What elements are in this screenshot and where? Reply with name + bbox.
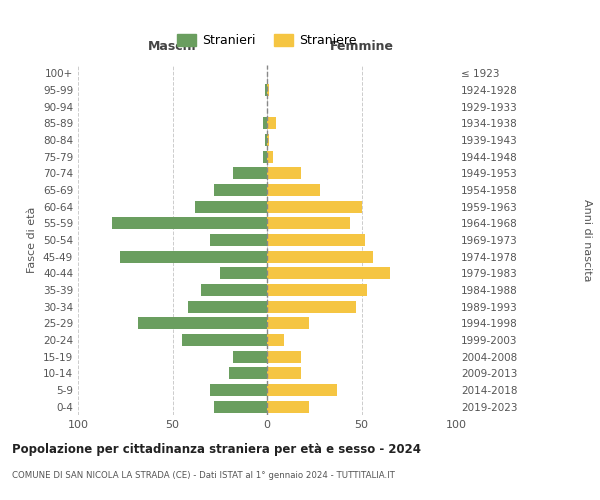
Bar [211, 234, 267, 246]
Bar [267, 134, 269, 146]
Bar [214, 184, 267, 196]
Text: Femmine: Femmine [329, 40, 394, 54]
Bar [267, 368, 301, 380]
Bar [265, 84, 267, 96]
Bar [267, 184, 320, 196]
Bar [233, 350, 267, 362]
Bar [263, 150, 267, 162]
Bar [267, 250, 373, 262]
Legend: Stranieri, Straniere: Stranieri, Straniere [172, 29, 362, 52]
Bar [229, 368, 267, 380]
Bar [211, 384, 267, 396]
Bar [267, 334, 284, 346]
Bar [263, 118, 267, 130]
Bar [267, 218, 350, 230]
Bar [267, 118, 277, 130]
Bar [119, 250, 267, 262]
Y-axis label: Anni di nascita: Anni di nascita [582, 198, 592, 281]
Text: Maschi: Maschi [148, 40, 197, 54]
Bar [182, 334, 267, 346]
Bar [267, 350, 301, 362]
Bar [214, 400, 267, 412]
Bar [195, 200, 267, 212]
Bar [267, 400, 308, 412]
Bar [267, 318, 308, 330]
Bar [220, 268, 267, 280]
Text: COMUNE DI SAN NICOLA LA STRADA (CE) - Dati ISTAT al 1° gennaio 2024 - TUTTITALIA: COMUNE DI SAN NICOLA LA STRADA (CE) - Da… [12, 471, 395, 480]
Bar [267, 384, 337, 396]
Bar [267, 284, 367, 296]
Bar [265, 134, 267, 146]
Text: Popolazione per cittadinanza straniera per età e sesso - 2024: Popolazione per cittadinanza straniera p… [12, 442, 421, 456]
Bar [267, 200, 361, 212]
Bar [233, 168, 267, 179]
Bar [267, 84, 269, 96]
Bar [267, 150, 272, 162]
Bar [267, 300, 356, 312]
Bar [139, 318, 267, 330]
Bar [188, 300, 267, 312]
Y-axis label: Fasce di età: Fasce di età [28, 207, 37, 273]
Bar [267, 268, 390, 280]
Bar [112, 218, 267, 230]
Bar [201, 284, 267, 296]
Bar [267, 168, 301, 179]
Bar [267, 234, 365, 246]
